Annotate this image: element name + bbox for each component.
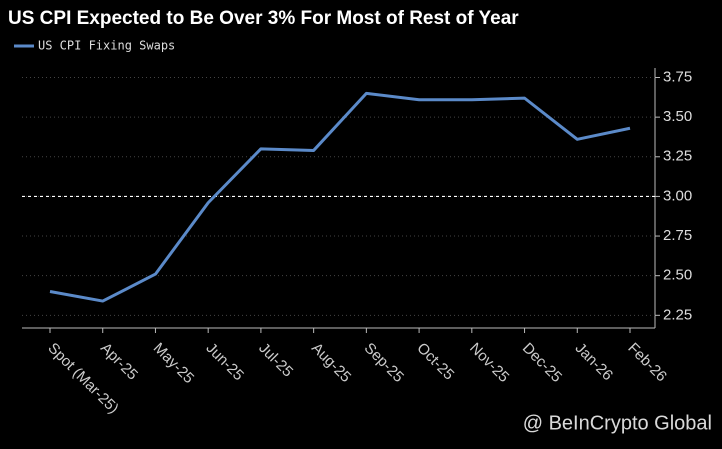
y-tick-label: 3.75 bbox=[663, 68, 692, 85]
chart-title: US CPI Expected to Be Over 3% For Most o… bbox=[8, 8, 519, 29]
y-tick-label: 2.50 bbox=[663, 267, 692, 284]
y-tick-label: 2.75 bbox=[663, 227, 692, 244]
legend-label: US CPI Fixing Swaps bbox=[38, 39, 175, 53]
series-line bbox=[49, 91, 631, 303]
y-tick-label: 2.25 bbox=[663, 306, 692, 323]
watermark: @ BeInCrypto Global bbox=[523, 412, 712, 434]
y-tick-label: 3.25 bbox=[663, 148, 692, 165]
y-tick-label: 3.50 bbox=[663, 108, 692, 125]
y-tick-label: 3.00 bbox=[663, 187, 692, 204]
